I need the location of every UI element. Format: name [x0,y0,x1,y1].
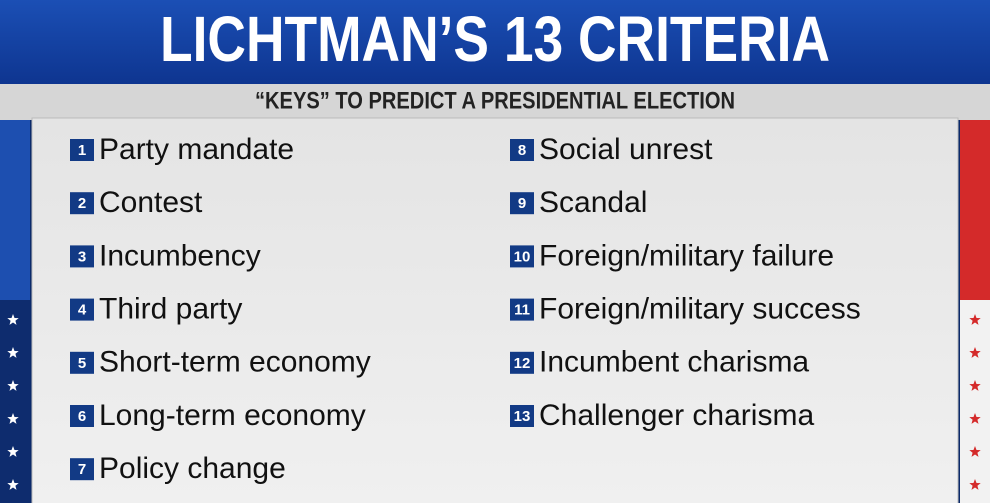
key-label: Third party [99,293,242,326]
key-label: Policy change [99,452,286,485]
key-number-box [510,298,534,321]
key-number-box [70,405,94,427]
star [969,380,981,391]
star [7,446,19,457]
left-blue [0,120,30,300]
key-number: 8 [518,142,526,159]
key-number-box [70,351,94,374]
key-number: 3 [78,248,86,265]
key-label: Incumbent charisma [539,346,809,379]
key-number-box [70,298,94,321]
title: LICHTMAN’S 13 CRITERIA [160,3,830,75]
key-label: Short-term economy [99,346,371,379]
right-stars-field [960,300,990,503]
panel [31,117,959,503]
star [969,413,981,424]
key-label: Party mandate [99,133,294,166]
key-number: 10 [514,248,531,265]
key-number-box [510,245,534,268]
key-number-box [70,192,94,215]
key-label: Long-term economy [99,399,366,432]
star [7,380,19,391]
key-number-box [70,139,94,161]
star [7,314,19,325]
star [7,413,19,424]
key-number: 11 [514,302,530,319]
key-label: Social unrest [539,133,713,166]
key-number: 9 [518,195,526,212]
left-stars-field [0,300,30,503]
key-number: 1 [78,142,86,159]
key-label: Foreign/military failure [539,239,834,272]
stars [7,314,981,490]
key-number: 7 [78,461,86,478]
key-number: 12 [514,355,531,372]
key-label: Scandal [539,186,647,219]
key-number-box [70,458,94,481]
key-number: 2 [78,195,86,212]
key-label: Incumbency [99,239,261,272]
subtitle: “KEYS” TO PREDICT A PRESIDENTIAL ELECTIO… [255,87,735,114]
key-number-box [70,245,94,268]
right-red [960,120,990,300]
star [969,479,981,490]
key-number-box [510,405,534,427]
subtitle-band [0,84,990,120]
key-label: Contest [99,186,203,219]
key-label: Challenger charisma [539,399,814,432]
star [969,446,981,457]
star [7,347,19,358]
key-number-box [510,192,534,215]
star [7,479,19,490]
key-list: 1 Party mandate 2 Contest 3 Incumbency 4 Third … [70,133,861,485]
title-band [0,0,990,84]
star [969,347,981,358]
key-number: 4 [78,302,87,319]
key-number-box [510,139,534,161]
key-number: 6 [78,408,86,425]
key-number: 13 [514,408,531,425]
key-number-box [510,351,534,374]
star [969,314,981,325]
key-number: 5 [78,355,86,372]
key-label: Foreign/military success [539,293,861,326]
